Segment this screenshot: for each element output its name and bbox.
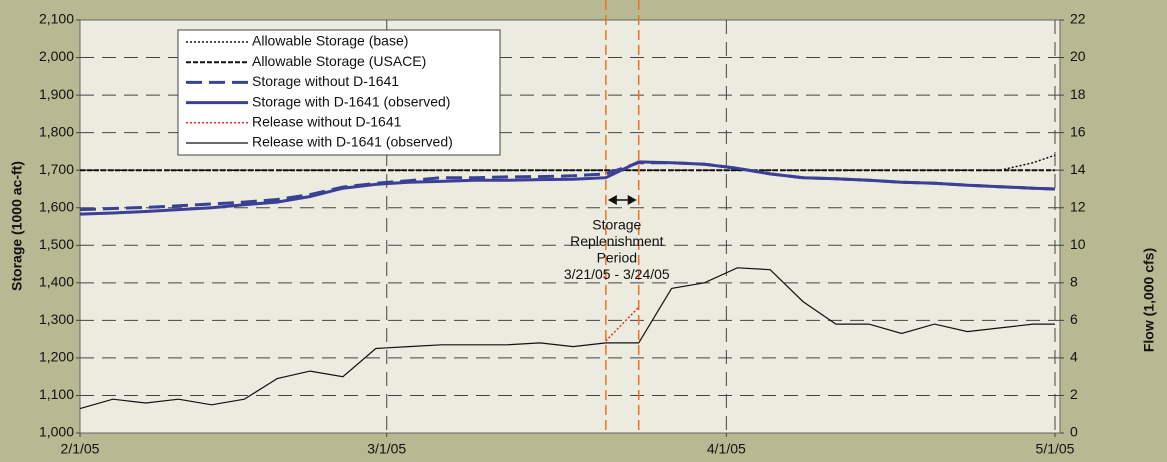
series-line	[79, 160, 1056, 216]
legend-label: Release with D-1641 (observed)	[252, 134, 453, 150]
y-tick-label: 1,900	[39, 86, 74, 102]
y2-tick-label: 6	[1070, 311, 1078, 327]
y2-tick-label: 0	[1070, 424, 1078, 440]
legend-label: Release without D-1641	[252, 114, 402, 130]
legend-label: Allowable Storage (base)	[252, 33, 408, 49]
y-tick-label: 1,700	[39, 161, 74, 177]
y-tick-label: 2,000	[39, 48, 74, 64]
y-tick-label: 1,200	[39, 349, 74, 365]
y2-tick-label: 10	[1070, 236, 1086, 252]
legend-label: Storage with D-1641 (observed)	[252, 93, 450, 109]
series-line	[79, 161, 1056, 212]
y-axis-label: Storage (1000 ac-ft)	[9, 161, 25, 291]
y-tick-label: 1,800	[39, 123, 74, 139]
annotation-text: 3/21/05 - 3/24/05	[564, 266, 670, 282]
legend-label: Allowable Storage (USACE)	[252, 53, 426, 69]
y-tick-label: 1,000	[39, 424, 74, 440]
y2-tick-label: 2	[1070, 386, 1078, 402]
annotation-text: Storage	[592, 217, 641, 233]
y2-tick-label: 20	[1070, 48, 1086, 64]
x-tick-label: 4/1/05	[707, 441, 746, 457]
series-line	[79, 267, 1055, 410]
x-tick-label: 3/1/05	[367, 441, 406, 457]
annotation-text: Replenishment	[570, 233, 663, 249]
x-tick-label: 5/1/05	[1036, 441, 1075, 457]
legend-box	[177, 29, 501, 156]
y-tick-label: 1,500	[39, 236, 74, 252]
y-tick-label: 2,100	[39, 11, 74, 27]
y2-axis-label: Flow (1,000 cfs)	[1141, 248, 1157, 352]
annotation-text: Period	[597, 250, 637, 266]
y2-tick-label: 16	[1070, 123, 1086, 139]
y2-tick-label: 14	[1070, 161, 1086, 177]
y-tick-label: 1,100	[39, 386, 74, 402]
y-tick-label: 1,300	[39, 311, 74, 327]
y2-tick-label: 18	[1070, 86, 1086, 102]
y-tick-label: 1,400	[39, 274, 74, 290]
x-tick-label: 2/1/05	[61, 441, 100, 457]
arrow-head	[607, 195, 637, 205]
legend-label: Storage without D-1641	[252, 73, 399, 89]
y2-tick-label: 4	[1070, 349, 1078, 365]
y2-tick-label: 8	[1070, 274, 1078, 290]
y2-tick-label: 12	[1070, 198, 1086, 214]
y2-tick-label: 22	[1070, 11, 1086, 27]
y-tick-label: 1,600	[39, 198, 74, 214]
